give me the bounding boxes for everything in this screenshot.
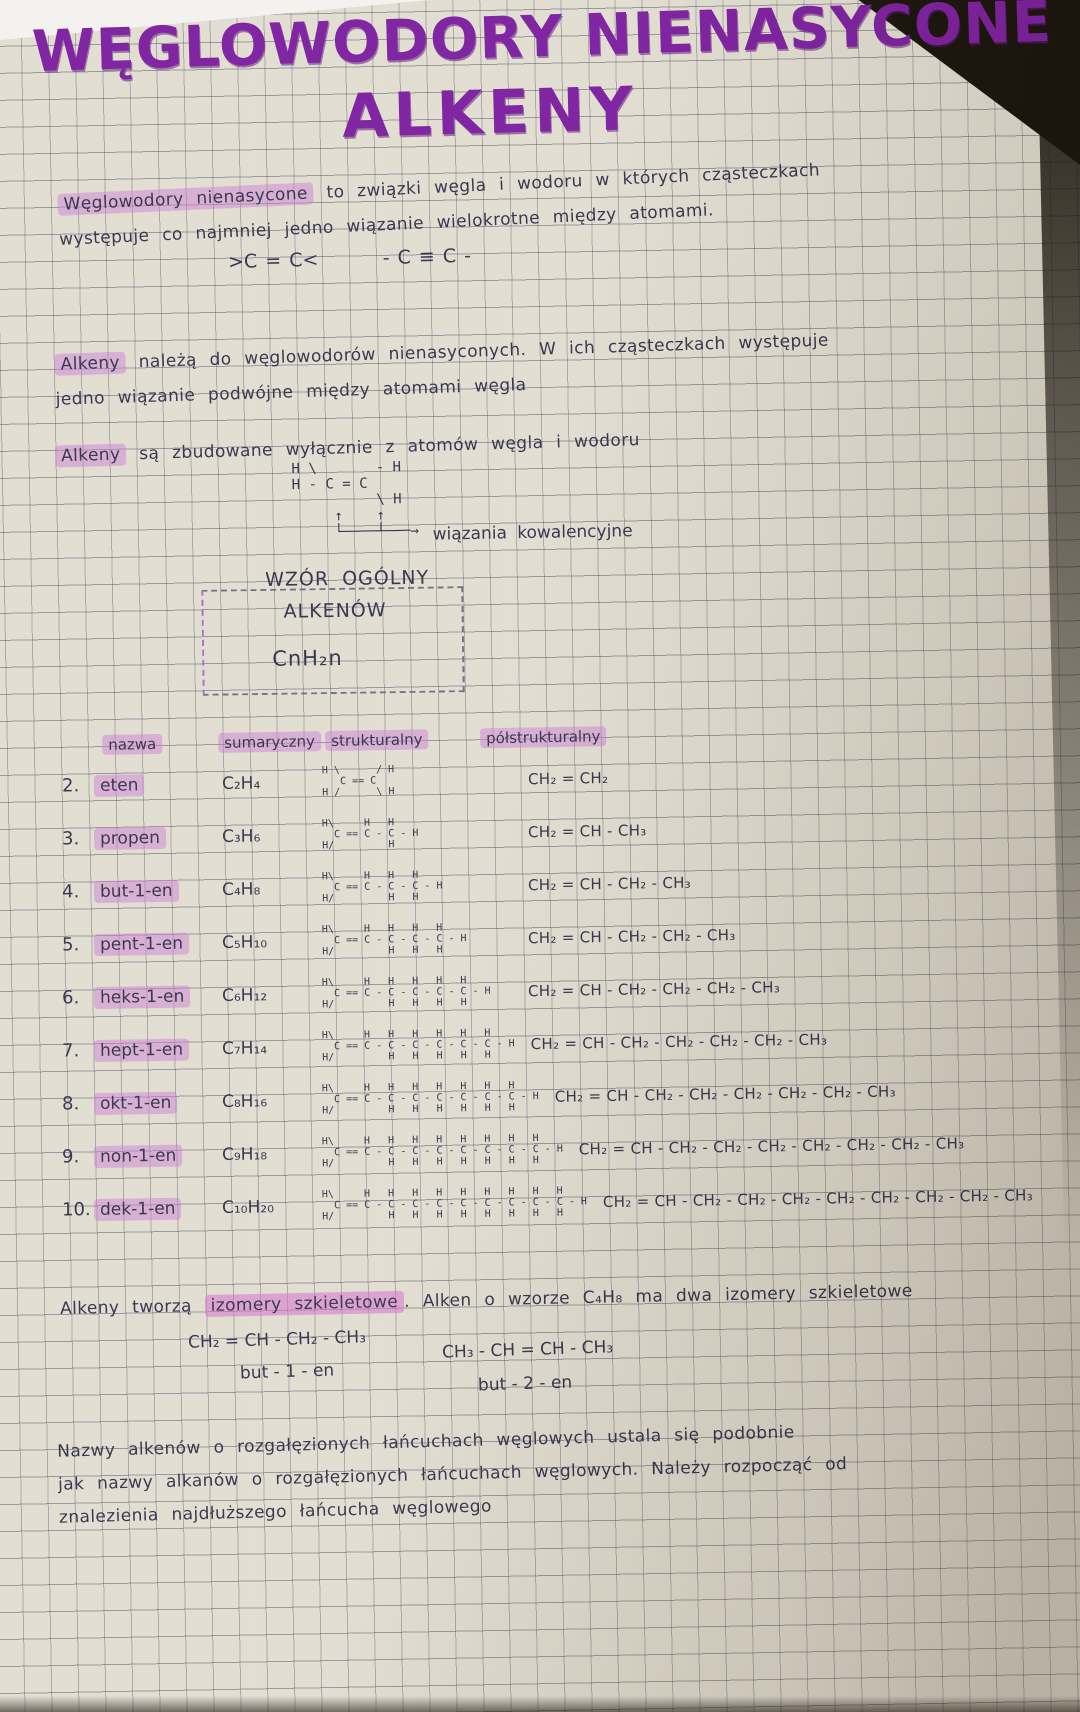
row-number: 8. bbox=[61, 1093, 80, 1115]
ethene-diagram-pre: H \ - H H - C = C \ H ↑ ↑ └────┴───→ bbox=[291, 459, 420, 542]
semi-structural-formula: CH₂ = CH - CH₂ - CH₂ - CH₂ - CH₂ - CH₂ -… bbox=[602, 1185, 1034, 1211]
row-number: 6. bbox=[61, 987, 80, 1009]
structural-formula-drawing: H\ H H H C == C - C - C - H H/ H H bbox=[321, 868, 512, 905]
table-header-row: nazwa sumaryczny strukturalny półstruktu… bbox=[0, 719, 1000, 755]
structural-formula-drawing: H\ H H C == C - C - H H/ H bbox=[322, 815, 512, 851]
isomers-paragraph: Alkeny tworzą izomery szkieletowe. Alken… bbox=[60, 1272, 1021, 1327]
semi-structural-formula: CH₂ = CH - CH₂ - CH₂ - CH₂ - CH₂ - CH₂ -… bbox=[578, 1133, 965, 1158]
structural-formula-pre: H\ H H H C == C - C - C - H H/ H H bbox=[321, 869, 443, 905]
alkene-name: non-1-en bbox=[93, 1144, 222, 1168]
structural-formula-pre: H\ H H H H H C == C - C - C - C - C - H … bbox=[321, 974, 491, 1011]
isomers-text-pre: Alkeny tworzą bbox=[59, 1296, 205, 1320]
structural-formula-pre: H \ / H C == C H / \ H bbox=[321, 764, 395, 799]
alkene-name: propen bbox=[93, 826, 222, 850]
structural-formula-drawing: H\ H H H H H C == C - C - C - C - C - H … bbox=[322, 974, 512, 1010]
alkenes-highlight-2: Alkeny bbox=[54, 443, 127, 468]
alkene-name: but-1-en bbox=[93, 879, 222, 903]
molecular-formula: C₅H₁₀ bbox=[221, 931, 268, 953]
isomer-example2-name: but - 2 - en bbox=[477, 1372, 573, 1396]
molecular-formula: C₇H₁₄ bbox=[221, 1037, 268, 1059]
alkene-name-highlight: eten bbox=[93, 773, 145, 797]
structural-formula-drawing: H\ H H H H H H H C == C - C - C - C - C … bbox=[322, 1080, 539, 1116]
semi-structural-formula: CH₂ = CH - CH₂ - CH₂ - CH₃ bbox=[527, 925, 736, 947]
formula-gap bbox=[318, 247, 383, 271]
row-number: 9. bbox=[61, 1146, 80, 1168]
structural-formula-pre: H\ H H H H H H H C == C - C - C - C - C … bbox=[321, 1080, 540, 1117]
molecular-formula: C₉H₁₈ bbox=[221, 1143, 268, 1165]
molecular-formula: C₆H₁₂ bbox=[221, 984, 268, 1006]
intro-highlight: Węglowodory nienasycone bbox=[57, 182, 315, 216]
alkenes-composition-paragraph: Alkeny są zbudowane wyłącznie z atomów w… bbox=[54, 417, 876, 475]
alkene-name-highlight: but-1-en bbox=[93, 879, 179, 903]
general-formula-title2: ALKENÓW bbox=[283, 599, 387, 623]
header-sumaryczny: sumaryczny bbox=[218, 731, 322, 753]
header-strukturalny: strukturalny bbox=[325, 729, 429, 752]
alkenes-definition-paragraph: Alkeny należą do węglowodorów nienasycon… bbox=[54, 320, 936, 418]
alkene-name-highlight: pent-1-en bbox=[93, 932, 190, 956]
molecular-formula: C₃H₆ bbox=[221, 825, 261, 847]
covalent-bonds-label: wiązania kowalencyjne bbox=[432, 521, 633, 545]
general-formula-title1: WZÓR OGÓLNY bbox=[264, 566, 430, 591]
molecular-formula: C₁₀H₂₀ bbox=[221, 1196, 275, 1218]
double-bond-formula: >C = C< bbox=[227, 248, 319, 274]
header-polstrukturalny: półstrukturalny bbox=[480, 726, 607, 749]
alkene-name: pent-1-en bbox=[93, 932, 222, 956]
naming-rules-paragraph: Nazwy alkenów o rozgałęzionych łańcuchac… bbox=[57, 1412, 959, 1535]
semi-structural-formula: CH₂ = CH - CH₂ - CH₂ - CH₂ - CH₂ - CH₂ -… bbox=[554, 1081, 896, 1106]
semi-structural-formula: CH₂ = CH - CH₂ - CH₂ - CH₂ - CH₂ - CH₃ bbox=[530, 1029, 828, 1053]
alkene-name-highlight: non-1-en bbox=[93, 1144, 183, 1168]
row-number: 3. bbox=[61, 828, 80, 850]
molecular-formula: C₂H₄ bbox=[221, 772, 261, 794]
semi-structural-formula: CH₂ = CH₂ bbox=[527, 768, 609, 788]
isomer-example1-name: but - 1 - en bbox=[239, 1360, 335, 1384]
triple-bond-formula: - C ≡ C - bbox=[382, 244, 472, 270]
structural-formula-pre: H\ H H C == C - C - H H/ H bbox=[321, 816, 419, 852]
isomer-example2-formula: CH₃ - CH = CH - CH₃ bbox=[441, 1337, 614, 1363]
structural-formula-drawing: H \ / H C == C H / \ H bbox=[322, 762, 512, 798]
structural-formula-pre: H\ H H H H C == C - C - C - C - H H/ H H… bbox=[321, 922, 467, 958]
row-number: 7. bbox=[61, 1040, 80, 1062]
semi-structural-formula: CH₂ = CH - CH₂ - CH₂ - CH₂ - CH₃ bbox=[527, 977, 781, 1000]
general-formula-value: CnH₂n bbox=[272, 645, 343, 671]
alkene-name: hept-1-en bbox=[93, 1038, 222, 1062]
structural-formula-pre: H\ H H H H H H H H H C == C - C - C - C … bbox=[321, 1185, 588, 1223]
ethene-structure-diagram: H \ - H H - C = C \ H ↑ ↑ └────┴───→ wią… bbox=[291, 459, 632, 544]
alkene-name-highlight: hept-1-en bbox=[93, 1038, 190, 1062]
semi-structural-formula: CH₂ = CH - CH₂ - CH₃ bbox=[527, 873, 692, 894]
general-formula-box: WZÓR OGÓLNY ALKENÓW CnH₂n bbox=[201, 567, 465, 696]
alkene-name-highlight: okt-1-en bbox=[93, 1091, 178, 1115]
molecular-formula: C₈H₁₆ bbox=[221, 1090, 268, 1112]
intro-paragraph: Węglowodory nienasycone to związki węgla… bbox=[57, 148, 939, 258]
alkenes-highlight-1: Alkeny bbox=[54, 351, 127, 376]
alkene-table-rows: 2. eten C₂H₄ H \ / H C == C H / \ H CH₂ = CH… bbox=[0, 752, 1080, 1229]
structural-formula-drawing: H\ H H H H H H H H H C == C - C - C - C … bbox=[321, 1185, 588, 1223]
row-number: 4. bbox=[61, 881, 80, 903]
structural-formula-drawing: H\ H H H H C == C - C - C - C - H H/ H H… bbox=[321, 921, 512, 958]
bond-formulas: >C = C< - C ≡ C - bbox=[228, 245, 472, 273]
row-number: 2. bbox=[61, 775, 80, 797]
alkene-name: heks-1-en bbox=[93, 984, 222, 1009]
isomers-text-post: . Alken o wzorze C₄H₈ ma dwa izomery szk… bbox=[403, 1281, 913, 1312]
structural-formula-pre: H\ H H H H H H H H C == C - C - C - C - … bbox=[321, 1132, 564, 1170]
structural-formula-drawing: H\ H H H H H H H H C == C - C - C - C - … bbox=[321, 1132, 564, 1170]
structural-formula-pre: H\ H H H H H H C == C - C - C - C - C - … bbox=[321, 1027, 515, 1064]
alkene-name: okt-1-en bbox=[93, 1091, 222, 1115]
row-number: 10. bbox=[61, 1199, 91, 1221]
isomer-example1-formula: CH₂ = CH - CH₂ - CH₃ bbox=[187, 1327, 367, 1353]
alkene-name-highlight: propen bbox=[93, 826, 167, 850]
isomers-highlight: izomery szkieletowe bbox=[204, 1290, 405, 1318]
semi-structural-formula: CH₂ = CH - CH₃ bbox=[527, 820, 647, 841]
alkene-name-highlight: heks-1-en bbox=[93, 984, 191, 1009]
alkene-name: dek-1-en bbox=[93, 1197, 222, 1221]
alkene-name: eten bbox=[93, 773, 222, 797]
alkene-name-highlight: dek-1-en bbox=[93, 1197, 182, 1221]
molecular-formula: C₄H₈ bbox=[221, 878, 261, 900]
row-number: 5. bbox=[61, 934, 80, 956]
structural-formula-drawing: H\ H H H H H H C == C - C - C - C - C - … bbox=[321, 1027, 515, 1064]
